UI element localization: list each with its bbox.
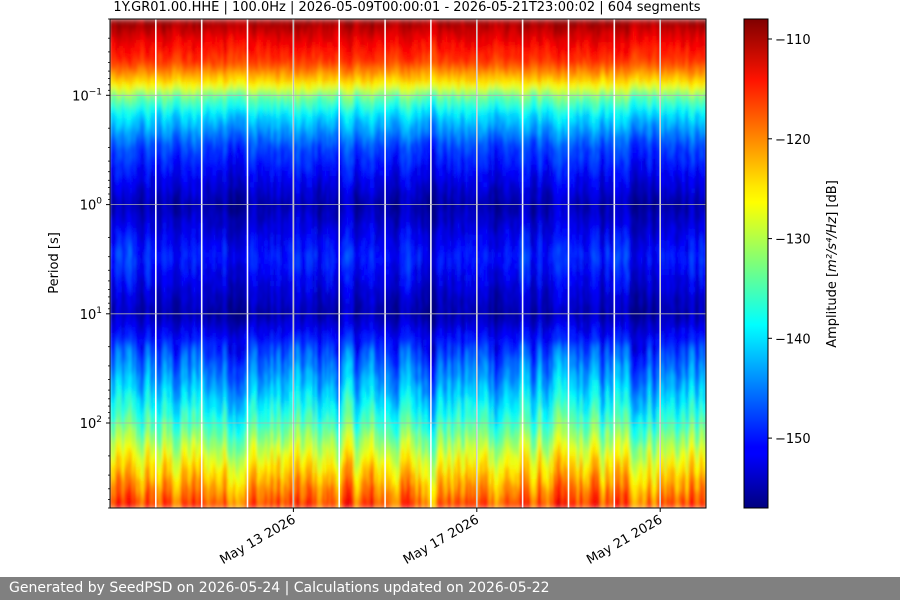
heatmap-cells <box>110 19 707 509</box>
plot-area <box>110 19 707 509</box>
chart-title: 1Y.GR01.00.HHE | 100.0Hz | 2026-05-09T00… <box>113 0 700 15</box>
spectrogram-heatmap <box>110 19 707 509</box>
